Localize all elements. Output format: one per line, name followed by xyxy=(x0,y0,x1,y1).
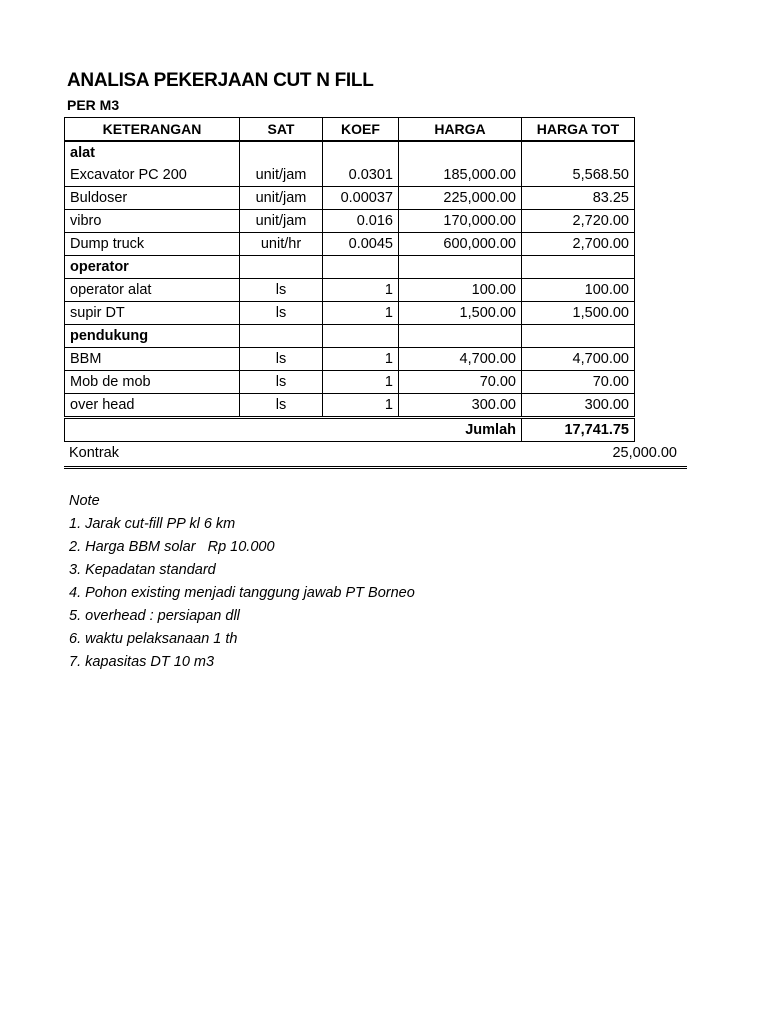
group-label: pendukung xyxy=(64,324,240,348)
cell-harga: 70.00 xyxy=(398,370,522,394)
cell-harga: 4,700.00 xyxy=(398,347,522,371)
empty-cell xyxy=(322,255,399,279)
header-harga-tot: HARGA TOT xyxy=(521,117,635,142)
cell-sat: ls xyxy=(239,347,323,371)
cell-keterangan: Buldoser xyxy=(64,186,240,210)
header-harga: HARGA xyxy=(398,117,522,142)
cell-harga: 225,000.00 xyxy=(398,186,522,210)
note-item: 3. Kepadatan standard xyxy=(69,562,216,578)
cell-harga-tot: 2,720.00 xyxy=(521,209,635,233)
jumlah-row: Jumlah 17,741.75 xyxy=(64,416,635,442)
cell-keterangan: Excavator PC 200 xyxy=(64,164,240,187)
cell-sat: ls xyxy=(239,393,323,418)
table-row: Buldoser unit/jam 0.00037 225,000.00 83.… xyxy=(64,186,635,210)
note-item: 4. Pohon existing menjadi tanggung jawab… xyxy=(69,585,415,601)
cell-sat: unit/jam xyxy=(239,140,323,187)
note-item: 7. kapasitas DT 10 m3 xyxy=(69,654,215,670)
group-label: operator xyxy=(64,255,240,279)
jumlah-label: Jumlah xyxy=(64,416,522,442)
cell-harga-tot: 83.25 xyxy=(521,186,635,210)
empty-cell xyxy=(239,255,323,279)
empty-cell xyxy=(521,255,635,279)
table-row: vibro unit/jam 0.016 170,000.00 2,720.00 xyxy=(64,209,635,233)
cell-keterangan: vibro xyxy=(64,209,240,233)
cell-sat: unit/jam xyxy=(239,209,323,233)
cell-keterangan: over head xyxy=(64,393,240,418)
cell-keterangan: BBM xyxy=(64,347,240,371)
group-row-alat: alat unit/jam 0.0301 185,000.00 5,568.50 xyxy=(64,140,635,187)
cell-sat: ls xyxy=(239,370,323,394)
cell-koef: 1 xyxy=(322,278,399,302)
document-title: ANALISA PEKERJAAN CUT N FILL xyxy=(67,70,374,91)
cell-sat: ls xyxy=(239,278,323,302)
cell-harga-tot: 4,700.00 xyxy=(521,347,635,371)
cell-koef: 1 xyxy=(322,393,399,418)
empty-cell xyxy=(322,324,399,348)
table-row: Excavator PC 200 xyxy=(64,164,635,187)
kontrak-value: 25,000.00 xyxy=(612,445,677,461)
cell-harga-tot: 2,700.00 xyxy=(521,232,635,256)
cell-koef: 0.0301 xyxy=(322,140,399,187)
cell-keterangan: Mob de mob xyxy=(64,370,240,394)
cell-harga-tot: 300.00 xyxy=(521,393,635,418)
cell-keterangan: operator alat xyxy=(64,278,240,302)
note-item: 1. Jarak cut-fill PP kl 6 km xyxy=(69,516,236,532)
note-item: 5. overhead : persiapan dll xyxy=(69,608,240,624)
note-item: 6. waktu pelaksanaan 1 th xyxy=(69,631,238,647)
cell-harga-tot: 1,500.00 xyxy=(521,301,635,325)
table-row: Mob de mob ls 1 70.00 70.00 xyxy=(64,370,635,394)
cell-harga-tot: 70.00 xyxy=(521,370,635,394)
jumlah-value: 17,741.75 xyxy=(521,416,635,442)
cell-sat: ls xyxy=(239,301,323,325)
cell-harga: 1,500.00 xyxy=(398,301,522,325)
empty-cell xyxy=(521,324,635,348)
cell-harga: 600,000.00 xyxy=(398,232,522,256)
group-row-operator: operator xyxy=(64,255,635,279)
cell-harga-tot: 5,568.50 xyxy=(521,140,635,187)
header-koef: KOEF xyxy=(322,117,399,142)
cell-koef: 1 xyxy=(322,370,399,394)
cell-harga: 185,000.00 xyxy=(398,140,522,187)
cell-sat: unit/jam xyxy=(239,186,323,210)
cell-harga: 170,000.00 xyxy=(398,209,522,233)
group-row-pendukung: pendukung xyxy=(64,324,635,348)
cell-sat: unit/hr xyxy=(239,232,323,256)
table-row: supir DT ls 1 1,500.00 1,500.00 xyxy=(64,301,635,325)
cell-keterangan: Dump truck xyxy=(64,232,240,256)
cell-harga: 300.00 xyxy=(398,393,522,418)
cell-koef: 0.00037 xyxy=(322,186,399,210)
empty-cell xyxy=(398,324,522,348)
cell-harga-tot: 100.00 xyxy=(521,278,635,302)
cell-keterangan: supir DT xyxy=(64,301,240,325)
empty-cell xyxy=(239,324,323,348)
cell-koef: 0.0045 xyxy=(322,232,399,256)
cell-koef: 1 xyxy=(322,347,399,371)
kontrak-label: Kontrak xyxy=(69,445,119,461)
table-row: BBM ls 1 4,700.00 4,700.00 xyxy=(64,347,635,371)
header-keterangan: KETERANGAN xyxy=(64,117,240,142)
notes-section: Note 1. Jarak cut-fill PP kl 6 km 2. Har… xyxy=(69,490,415,674)
header-sat: SAT xyxy=(239,117,323,142)
notes-heading: Note xyxy=(69,493,100,509)
table-header-row: KETERANGAN SAT KOEF HARGA HARGA TOT xyxy=(64,117,635,142)
table-row: Dump truck unit/hr 0.0045 600,000.00 2,7… xyxy=(64,232,635,256)
document-subtitle: PER M3 xyxy=(67,97,120,113)
analysis-table: KETERANGAN SAT KOEF HARGA HARGA TOT alat… xyxy=(64,117,635,442)
table-row: operator alat ls 1 100.00 100.00 xyxy=(64,278,635,302)
cell-koef: 0.016 xyxy=(322,209,399,233)
note-item: 2. Harga BBM solar Rp 10.000 xyxy=(69,539,275,555)
group-label: alat xyxy=(64,140,240,164)
cell-koef: 1 xyxy=(322,301,399,325)
cell-harga: 100.00 xyxy=(398,278,522,302)
table-row: over head ls 1 300.00 300.00 xyxy=(64,393,635,418)
empty-cell xyxy=(398,255,522,279)
kontrak-row: Kontrak 25,000.00 xyxy=(64,442,687,469)
